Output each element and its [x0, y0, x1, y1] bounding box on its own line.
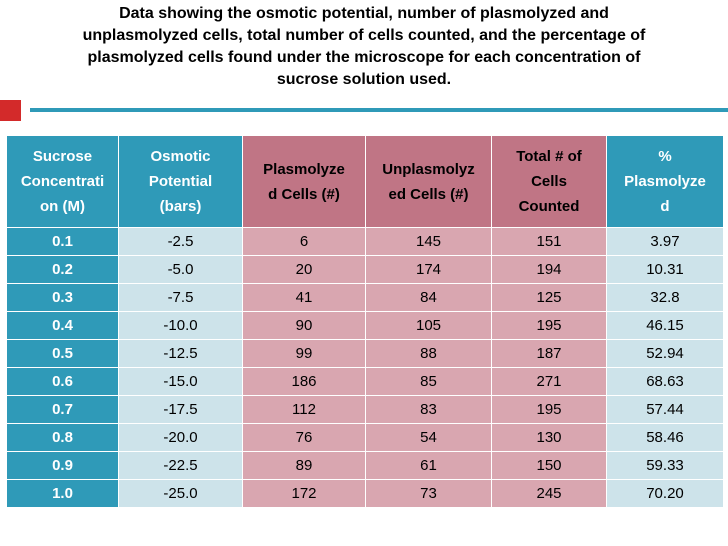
cell-osmotic-potential: -17.5: [118, 395, 243, 424]
cell-unplasmolyzed: 83: [365, 395, 492, 424]
title-line: sucrose solution used.: [276, 71, 452, 88]
title-line: unplasmolyzed cells, total number of cel…: [82, 27, 646, 44]
cell-total-counted: 194: [491, 255, 607, 284]
cell-total-counted: 150: [491, 451, 607, 480]
cell-unplasmolyzed: 54: [365, 423, 492, 452]
cell-percent-plasmolyzed: 57.44: [606, 395, 724, 424]
header-plasmolyzed-cells: Plasmolyze d Cells (#): [242, 135, 366, 228]
cell-concentration: 0.2: [6, 255, 119, 284]
data-table: Sucrose Concentrati on (M) Osmotic Potentia…: [6, 135, 724, 508]
cell-osmotic-potential: -20.0: [118, 423, 243, 452]
cell-unplasmolyzed: 105: [365, 311, 492, 340]
cell-osmotic-potential: -25.0: [118, 479, 243, 508]
table-row: 1.0 -25.0 172 73 245 70.20: [6, 479, 724, 508]
cell-total-counted: 271: [491, 367, 607, 396]
cell-osmotic-potential: -7.5: [118, 283, 243, 312]
table-row: 0.6 -15.0 186 85 271 68.63: [6, 367, 724, 396]
header-total-cells-counted: Total # of Cells Counted: [491, 135, 607, 228]
cell-percent-plasmolyzed: 3.97: [606, 227, 724, 256]
cell-total-counted: 245: [491, 479, 607, 508]
table-row: 0.9 -22.5 89 61 150 59.33: [6, 451, 724, 480]
cell-plasmolyzed: 112: [242, 395, 366, 424]
accent-divider: [30, 108, 728, 112]
table-row: 0.7 -17.5 112 83 195 57.44: [6, 395, 724, 424]
cell-total-counted: 195: [491, 311, 607, 340]
cell-percent-plasmolyzed: 52.94: [606, 339, 724, 368]
cell-osmotic-potential: -2.5: [118, 227, 243, 256]
cell-unplasmolyzed: 145: [365, 227, 492, 256]
table-row: 0.1 -2.5 6 145 151 3.97: [6, 227, 724, 256]
cell-concentration: 1.0: [6, 479, 119, 508]
cell-plasmolyzed: 76: [242, 423, 366, 452]
cell-total-counted: 187: [491, 339, 607, 368]
cell-total-counted: 125: [491, 283, 607, 312]
cell-concentration: 0.6: [6, 367, 119, 396]
cell-concentration: 0.3: [6, 283, 119, 312]
cell-concentration: 0.8: [6, 423, 119, 452]
cell-percent-plasmolyzed: 10.31: [606, 255, 724, 284]
cell-percent-plasmolyzed: 58.46: [606, 423, 724, 452]
cell-total-counted: 195: [491, 395, 607, 424]
cell-plasmolyzed: 172: [242, 479, 366, 508]
cell-unplasmolyzed: 84: [365, 283, 492, 312]
cell-plasmolyzed: 6: [242, 227, 366, 256]
cell-unplasmolyzed: 88: [365, 339, 492, 368]
cell-concentration: 0.7: [6, 395, 119, 424]
table-row: 0.4 -10.0 90 105 195 46.15: [6, 311, 724, 340]
cell-plasmolyzed: 20: [242, 255, 366, 284]
header-unplasmolyzed-cells: Unplasmolyz ed Cells (#): [365, 135, 492, 228]
table-row: 0.2 -5.0 20 174 194 10.31: [6, 255, 724, 284]
title-line: Data showing the osmotic potential, numb…: [119, 5, 609, 22]
cell-plasmolyzed: 99: [242, 339, 366, 368]
cell-percent-plasmolyzed: 32.8: [606, 283, 724, 312]
cell-percent-plasmolyzed: 59.33: [606, 451, 724, 480]
cell-percent-plasmolyzed: 70.20: [606, 479, 724, 508]
cell-percent-plasmolyzed: 68.63: [606, 367, 724, 396]
cell-plasmolyzed: 90: [242, 311, 366, 340]
cell-unplasmolyzed: 174: [365, 255, 492, 284]
cell-osmotic-potential: -10.0: [118, 311, 243, 340]
cell-unplasmolyzed: 73: [365, 479, 492, 508]
cell-unplasmolyzed: 61: [365, 451, 492, 480]
cell-concentration: 0.5: [6, 339, 119, 368]
accent-square: [0, 100, 21, 121]
cell-plasmolyzed: 186: [242, 367, 366, 396]
cell-total-counted: 151: [491, 227, 607, 256]
cell-concentration: 0.4: [6, 311, 119, 340]
cell-osmotic-potential: -22.5: [118, 451, 243, 480]
cell-plasmolyzed: 89: [242, 451, 366, 480]
table-header-row: Sucrose Concentrati on (M) Osmotic Potentia…: [6, 135, 724, 228]
title-line: plasmolyzed cells found under the micros…: [87, 49, 641, 66]
cell-concentration: 0.9: [6, 451, 119, 480]
cell-osmotic-potential: -12.5: [118, 339, 243, 368]
table-row: 0.5 -12.5 99 88 187 52.94: [6, 339, 724, 368]
cell-total-counted: 130: [491, 423, 607, 452]
header-sucrose-concentration: Sucrose Concentrati on (M): [6, 135, 119, 228]
header-percent-plasmolyzed: % Plasmolyze d: [606, 135, 724, 228]
table-row: 0.3 -7.5 41 84 125 32.8: [6, 283, 724, 312]
page-title: Data showing the osmotic potential, numb…: [30, 3, 698, 91]
header-osmotic-potential: Osmotic Potential (bars): [118, 135, 243, 228]
table-row: 0.8 -20.0 76 54 130 58.46: [6, 423, 724, 452]
cell-osmotic-potential: -5.0: [118, 255, 243, 284]
cell-osmotic-potential: -15.0: [118, 367, 243, 396]
cell-concentration: 0.1: [6, 227, 119, 256]
cell-plasmolyzed: 41: [242, 283, 366, 312]
cell-unplasmolyzed: 85: [365, 367, 492, 396]
cell-percent-plasmolyzed: 46.15: [606, 311, 724, 340]
